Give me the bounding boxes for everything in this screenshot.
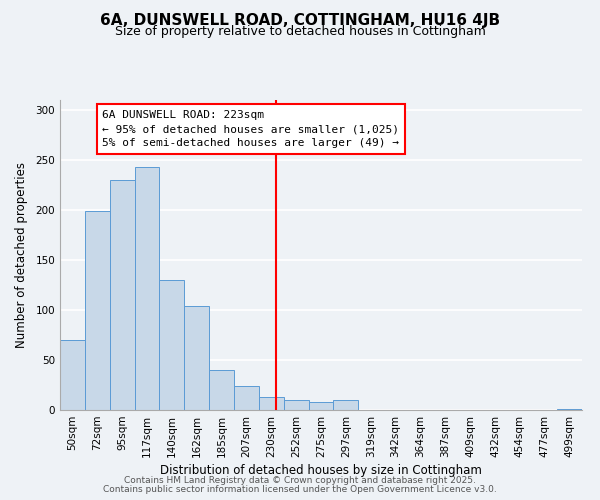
Bar [85,211,110,410]
Text: Size of property relative to detached houses in Cottingham: Size of property relative to detached ho… [115,25,485,38]
Bar [160,280,184,410]
Bar [60,340,85,410]
Bar [110,180,134,410]
Y-axis label: Number of detached properties: Number of detached properties [16,162,28,348]
Bar [334,400,358,410]
Bar [234,386,259,410]
Bar [557,409,582,410]
Bar [284,400,308,410]
Text: Contains public sector information licensed under the Open Government Licence v3: Contains public sector information licen… [103,485,497,494]
Bar [259,397,284,410]
Bar [308,402,334,410]
Text: Contains HM Land Registry data © Crown copyright and database right 2025.: Contains HM Land Registry data © Crown c… [124,476,476,485]
X-axis label: Distribution of detached houses by size in Cottingham: Distribution of detached houses by size … [160,464,482,477]
Text: 6A DUNSWELL ROAD: 223sqm
← 95% of detached houses are smaller (1,025)
5% of semi: 6A DUNSWELL ROAD: 223sqm ← 95% of detach… [102,110,399,148]
Bar [134,167,160,410]
Bar [209,370,234,410]
Bar [184,306,209,410]
Text: 6A, DUNSWELL ROAD, COTTINGHAM, HU16 4JB: 6A, DUNSWELL ROAD, COTTINGHAM, HU16 4JB [100,12,500,28]
